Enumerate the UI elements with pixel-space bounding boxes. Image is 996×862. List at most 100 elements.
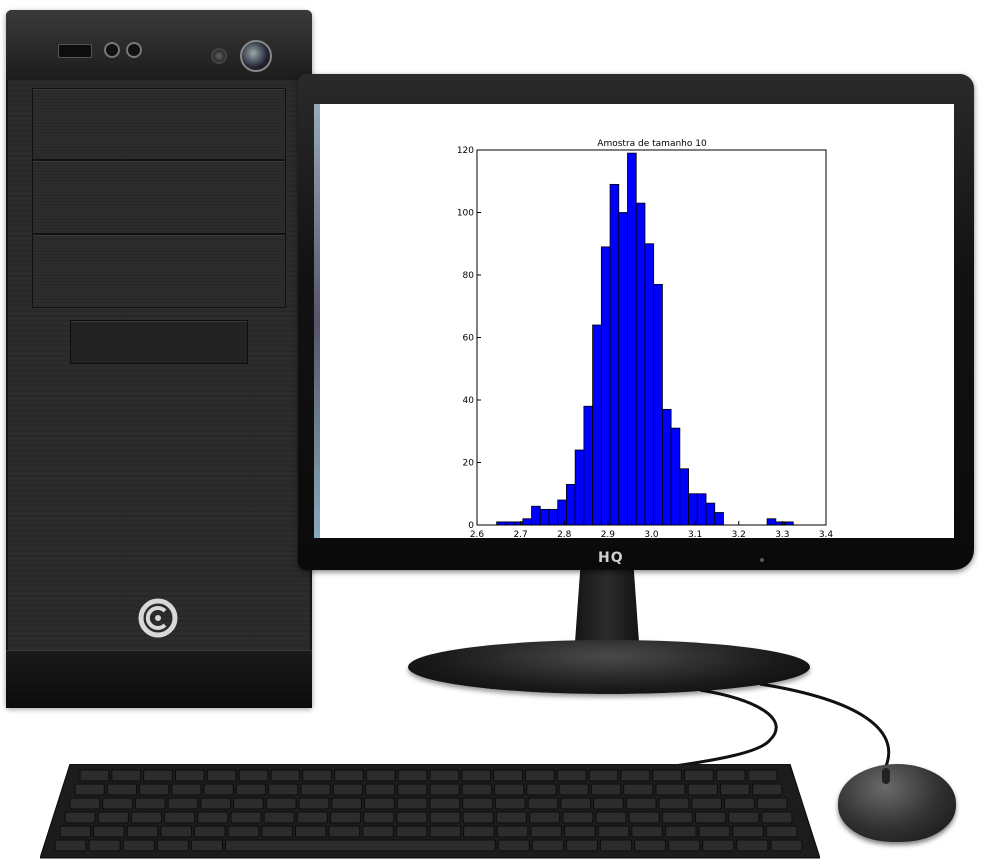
keyboard-key[interactable]	[363, 811, 395, 824]
keyboard-key[interactable]	[143, 769, 173, 782]
keyboard-key[interactable]	[623, 783, 654, 796]
keyboard-key[interactable]	[130, 811, 163, 824]
keyboard-key[interactable]	[270, 769, 301, 782]
keyboard-key[interactable]	[396, 811, 428, 824]
keyboard-key[interactable]	[93, 825, 125, 838]
keyboard-key[interactable]	[429, 797, 461, 810]
keyboard-key[interactable]	[332, 783, 363, 796]
keyboard-key[interactable]	[732, 825, 764, 838]
keyboard-key[interactable]	[597, 825, 630, 838]
keyboard-key[interactable]	[628, 811, 660, 824]
keyboard-key[interactable]	[298, 797, 330, 810]
keyboard-key[interactable]	[461, 783, 493, 796]
keyboard-key[interactable]	[625, 797, 657, 810]
keyboard-key[interactable]	[593, 797, 624, 810]
keyboard-key[interactable]	[558, 783, 589, 796]
keyboard-key[interactable]	[102, 797, 133, 810]
keyboard-key[interactable]	[238, 769, 269, 782]
keyboard-key[interactable]	[634, 839, 667, 852]
keyboard-key[interactable]	[736, 839, 769, 852]
keyboard-key[interactable]	[497, 839, 530, 852]
keyboard-key[interactable]	[530, 825, 563, 838]
keyboard-key[interactable]	[397, 769, 428, 782]
keyboard-key[interactable]	[658, 797, 690, 810]
keyboard-key[interactable]	[334, 769, 364, 782]
mouse[interactable]	[838, 764, 956, 842]
keyboard-key[interactable]	[531, 839, 564, 852]
keyboard-key[interactable]	[296, 811, 328, 824]
keyboard-key[interactable]	[724, 797, 755, 810]
keyboard-key[interactable]	[691, 797, 723, 810]
keyboard-key[interactable]	[300, 783, 331, 796]
keyboard-key[interactable]	[139, 783, 170, 796]
keyboard-key[interactable]	[761, 811, 793, 824]
keyboard-key[interactable]	[770, 839, 803, 852]
keyboard-key[interactable]	[233, 797, 264, 810]
keyboard-key[interactable]	[79, 769, 110, 782]
keyboard-key[interactable]	[719, 783, 751, 796]
keyboard-key[interactable]	[529, 811, 561, 824]
keyboard-key[interactable]	[526, 783, 557, 796]
keyboard-key[interactable]	[74, 783, 105, 796]
keyboard-key[interactable]	[524, 769, 555, 782]
keyboard-key[interactable]	[620, 769, 651, 782]
keyboard-key[interactable]	[190, 839, 223, 852]
keyboard-key[interactable]	[69, 797, 101, 810]
keyboard-key[interactable]	[261, 825, 293, 838]
keyboard-key[interactable]	[588, 769, 619, 782]
keyboard-key[interactable]	[429, 769, 460, 782]
keyboard-key[interactable]	[227, 825, 260, 838]
keyboard-key[interactable]	[560, 797, 592, 810]
keyboard-key[interactable]	[463, 825, 495, 838]
keyboard-key[interactable]	[747, 769, 778, 782]
keyboard-key[interactable]	[167, 797, 199, 810]
keyboard-key[interactable]	[462, 797, 493, 810]
keyboard-key[interactable]	[687, 783, 718, 796]
keyboard-key[interactable]	[599, 839, 633, 852]
keyboard-key[interactable]	[664, 825, 697, 838]
keyboard-key[interactable]	[565, 839, 598, 852]
keyboard-key[interactable]	[429, 783, 460, 796]
keyboard-key[interactable]	[728, 811, 760, 824]
keyboard-key[interactable]	[752, 783, 783, 796]
keyboard-key[interactable]	[365, 769, 396, 782]
keyboard-key[interactable]	[364, 783, 396, 796]
keyboard-key[interactable]	[395, 825, 428, 838]
keyboard-key[interactable]	[462, 811, 494, 824]
keyboard-key[interactable]	[134, 797, 166, 810]
keyboard-key[interactable]	[160, 825, 193, 838]
keyboard-key[interactable]	[54, 839, 87, 852]
keyboard-key[interactable]	[556, 769, 587, 782]
reset-button[interactable]	[211, 48, 227, 64]
keyboard-key[interactable]	[156, 839, 189, 852]
keyboard-key[interactable]	[59, 825, 92, 838]
keyboard-key[interactable]	[302, 769, 333, 782]
keyboard[interactable]	[40, 764, 820, 860]
keyboard-key[interactable]	[230, 811, 262, 824]
keyboard-key[interactable]	[562, 811, 594, 824]
power-button[interactable]	[240, 40, 272, 72]
keyboard-key[interactable]	[396, 797, 428, 810]
keyboard-key[interactable]	[715, 769, 746, 782]
keyboard-key[interactable]	[429, 825, 462, 838]
keyboard-key[interactable]	[268, 783, 299, 796]
keyboard-key[interactable]	[655, 783, 686, 796]
keyboard-key[interactable]	[106, 783, 138, 796]
keyboard-key[interactable]	[461, 769, 492, 782]
keyboard-key[interactable]	[164, 811, 196, 824]
keyboard-key[interactable]	[263, 811, 295, 824]
keyboard-key[interactable]	[126, 825, 159, 838]
keyboard-key[interactable]	[397, 783, 428, 796]
keyboard-key[interactable]	[590, 783, 622, 796]
keyboard-key[interactable]	[88, 839, 121, 852]
keyboard-key[interactable]	[564, 825, 596, 838]
keyboard-key[interactable]	[294, 825, 327, 838]
keyboard-key[interactable]	[698, 825, 731, 838]
keyboard-key[interactable]	[328, 825, 361, 838]
keyboard-key[interactable]	[122, 839, 155, 852]
keyboard-key[interactable]	[493, 769, 523, 782]
keyboard-key[interactable]	[206, 769, 237, 782]
keyboard-key[interactable]	[668, 839, 701, 852]
keyboard-key[interactable]	[631, 825, 663, 838]
keyboard-key[interactable]	[496, 825, 529, 838]
